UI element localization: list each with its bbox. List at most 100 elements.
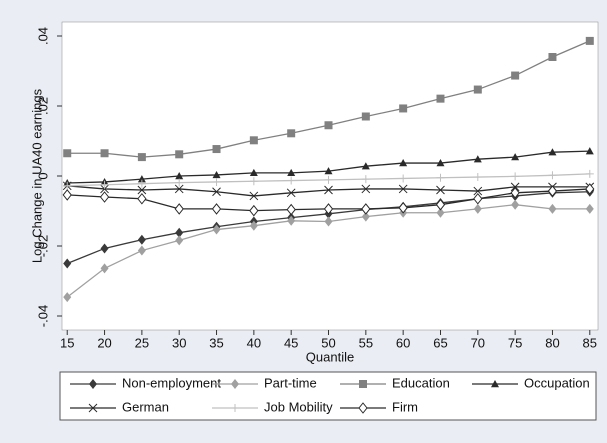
marker — [511, 153, 520, 161]
marker — [287, 168, 296, 177]
marker — [249, 177, 258, 186]
marker — [585, 203, 594, 214]
y-tick-label: .04 — [35, 27, 50, 45]
marker — [473, 173, 482, 182]
marker — [63, 292, 72, 303]
marker — [585, 36, 594, 45]
marker — [249, 136, 258, 145]
marker — [361, 112, 370, 121]
marker — [174, 184, 184, 194]
marker — [100, 180, 109, 189]
marker — [511, 71, 520, 80]
x-tick-label: 20 — [97, 335, 111, 350]
marker — [548, 148, 557, 156]
legend-label: Job Mobility — [264, 399, 333, 414]
legend-label: Part-time — [264, 375, 317, 390]
marker — [399, 174, 408, 183]
marker — [137, 175, 146, 183]
marker — [100, 243, 109, 254]
marker — [473, 192, 483, 205]
x-tick-label: 55 — [359, 335, 373, 350]
x-axis-title: Quantile — [306, 349, 354, 364]
legend-box — [59, 371, 597, 421]
marker — [436, 185, 445, 195]
marker — [287, 129, 296, 138]
x-tick-label: 75 — [508, 335, 522, 350]
marker — [361, 162, 370, 170]
marker — [324, 175, 333, 184]
x-tick-label: 40 — [247, 335, 261, 350]
marker — [361, 203, 371, 215]
marker — [249, 204, 259, 217]
marker — [212, 177, 221, 186]
x-tick-label: 15 — [60, 335, 74, 350]
y-tick-label: .02 — [35, 97, 50, 115]
marker — [212, 187, 221, 197]
marker — [511, 199, 520, 210]
marker — [361, 175, 370, 184]
marker — [473, 155, 482, 163]
marker — [175, 150, 184, 159]
marker — [324, 121, 333, 130]
y-axis-title: Log Change in UA40 earnings — [29, 88, 44, 263]
x-tick-label: 70 — [471, 335, 485, 350]
marker — [174, 203, 184, 215]
marker — [62, 189, 72, 201]
x-tick-label: 50 — [321, 335, 335, 350]
marker — [548, 53, 557, 61]
legend-label: Occupation — [524, 375, 590, 390]
marker — [324, 185, 333, 195]
marker — [359, 380, 367, 388]
marker — [137, 234, 146, 245]
marker — [436, 173, 445, 182]
marker — [585, 147, 594, 155]
marker — [137, 185, 147, 195]
legend-label: German — [122, 399, 169, 414]
marker — [548, 203, 557, 214]
marker — [100, 149, 109, 158]
x-tick-label: 65 — [433, 335, 447, 350]
y-tick-label: -.04 — [35, 305, 50, 327]
marker — [63, 149, 72, 158]
marker — [231, 404, 239, 412]
marker — [287, 215, 296, 226]
marker — [89, 379, 97, 389]
marker — [435, 198, 446, 211]
marker — [324, 167, 333, 175]
marker — [137, 192, 147, 205]
marker — [63, 181, 72, 190]
marker — [358, 402, 368, 414]
x-tick-label: 35 — [209, 335, 223, 350]
x-tick-label: 60 — [396, 335, 410, 350]
marker — [399, 104, 408, 113]
marker — [491, 380, 499, 388]
marker — [436, 207, 445, 218]
marker — [211, 203, 222, 215]
marker — [398, 202, 408, 214]
marker — [547, 185, 558, 197]
marker — [324, 216, 333, 227]
x-tick-label: 80 — [545, 335, 559, 350]
marker — [175, 172, 184, 180]
marker — [473, 85, 482, 94]
x-tick-label: 30 — [172, 335, 186, 350]
marker — [473, 203, 482, 214]
marker — [137, 179, 146, 188]
x-tick-label: 25 — [135, 335, 149, 350]
x-tick-label: 85 — [583, 335, 597, 350]
marker — [212, 170, 221, 179]
marker — [585, 183, 595, 195]
marker — [510, 186, 520, 199]
marker — [175, 235, 184, 246]
marker — [100, 184, 109, 194]
marker — [286, 188, 296, 198]
marker — [361, 211, 370, 222]
marker — [249, 220, 258, 231]
legend-label: Firm — [392, 399, 418, 414]
marker — [399, 159, 408, 167]
marker — [63, 258, 72, 269]
y-tick-label: -.02 — [35, 235, 50, 257]
marker — [212, 224, 221, 235]
